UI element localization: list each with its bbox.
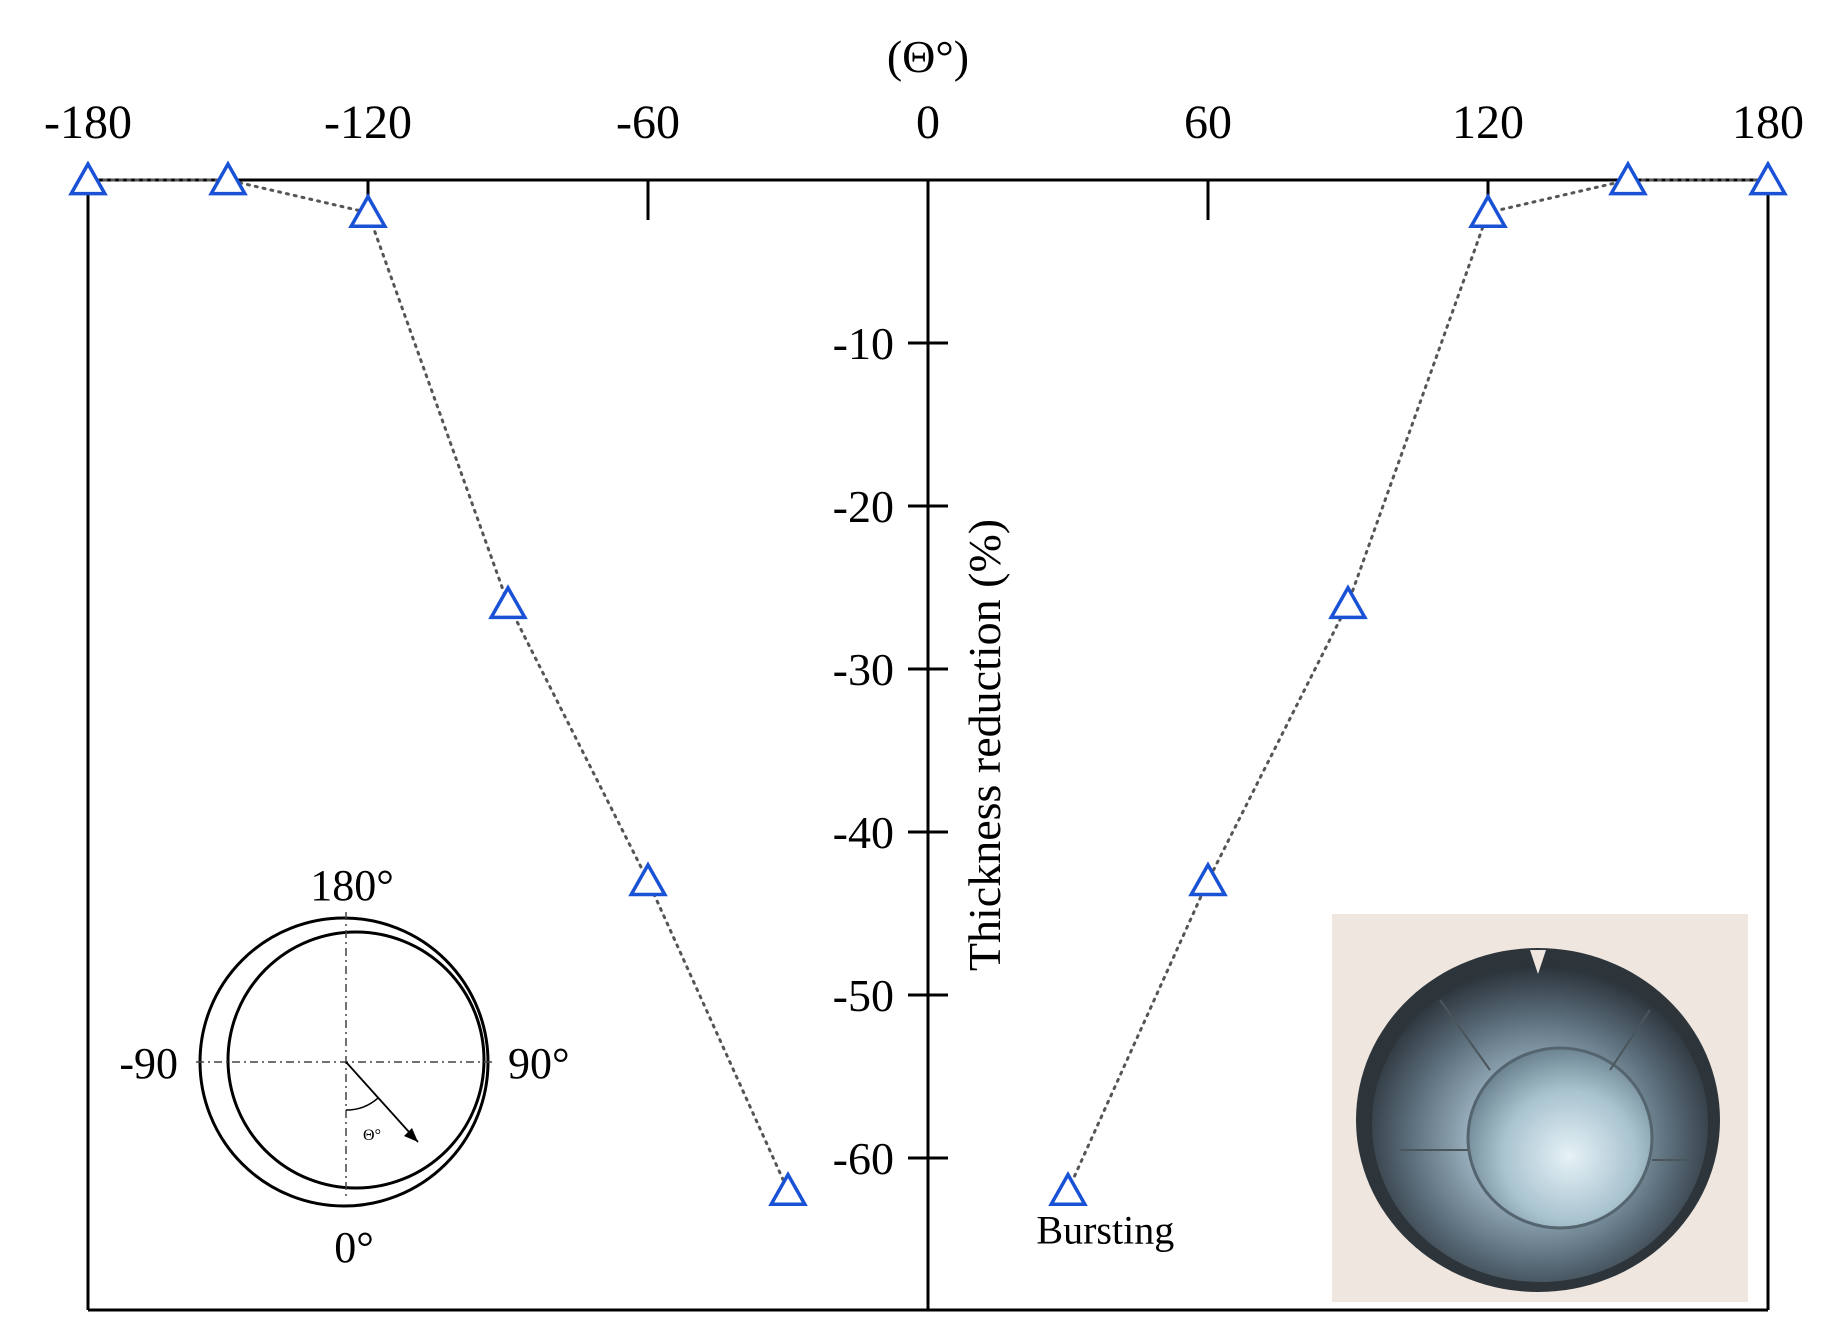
y-tick-label: -60 (833, 1133, 894, 1184)
x-tick-label: -60 (616, 96, 680, 149)
data-point-marker (1188, 861, 1228, 897)
data-point-marker (1048, 1171, 1088, 1206)
x-ticks: -180 -120 -60 0 60 120 180 (44, 96, 1804, 220)
y-tick-label: -50 (833, 970, 894, 1021)
data-point-marker (68, 160, 108, 196)
y-tick-label: -20 (833, 481, 894, 532)
inset-label-theta: Θ° (363, 1127, 381, 1144)
data-point-marker (1328, 584, 1368, 620)
inset-inner-circle (226, 930, 486, 1190)
data-point-marker (348, 193, 388, 228)
inset-label-90: 90° (508, 1039, 570, 1088)
series-line (1066, 178, 1770, 1193)
x-axis-title: (Θ°) (887, 31, 969, 82)
x-tick-label: 120 (1452, 96, 1524, 149)
annotation-bursting: Bursting (1036, 1208, 1174, 1253)
inset-label-0: 0° (334, 1223, 374, 1272)
markers (68, 160, 1788, 1206)
inset-arrow-head (404, 1128, 418, 1142)
series-lines (86, 178, 1770, 1193)
x-tick-label: -180 (44, 96, 132, 149)
data-point-marker (1748, 160, 1788, 196)
x-tick-label: 180 (1732, 96, 1804, 149)
photo-tube-inner (1466, 1046, 1654, 1230)
data-point-marker (488, 584, 528, 620)
inset-label-180: 180° (310, 861, 394, 910)
y-tick-label: -30 (833, 644, 894, 695)
x-tick-label: 60 (1184, 96, 1232, 149)
inset-photo (1332, 914, 1748, 1302)
series-line (86, 178, 790, 1193)
y-tick-label: -40 (833, 807, 894, 858)
data-point-marker (1608, 160, 1648, 196)
inset-label-neg90: -90 (119, 1039, 178, 1088)
photo-crease-1 (1439, 999, 1491, 1071)
data-point-marker (628, 861, 668, 897)
data-point-marker (1468, 193, 1508, 228)
x-tick-label: 0 (916, 96, 940, 149)
inset-angle-arrow (345, 1061, 419, 1143)
data-point-marker (768, 1171, 808, 1206)
data-point-marker (208, 160, 248, 196)
inset-diagram: 180° -90 90° 0° Θ° (119, 861, 569, 1272)
inset-angle-arc (345, 1097, 379, 1111)
x-tick-label: -120 (324, 96, 412, 149)
photo-burst-notch (1530, 950, 1546, 974)
photo-crease-2 (1609, 1009, 1651, 1071)
y-axis-title: Thickness reduction (%) (959, 519, 1010, 971)
y-ticks: -10 -20 -30 -40 -50 -60 (833, 318, 948, 1184)
y-tick-label: -10 (833, 318, 894, 369)
